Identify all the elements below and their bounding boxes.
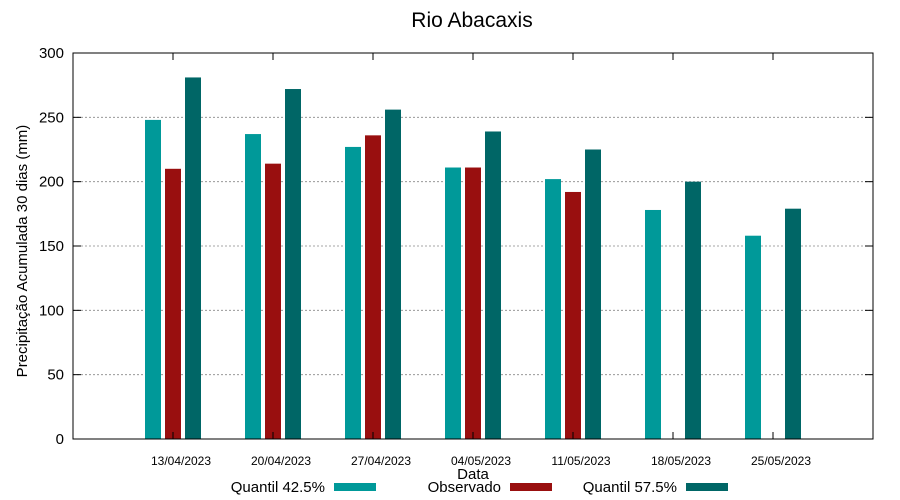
bar-quantil-57-5-4 — [585, 149, 601, 439]
bar-quantil-57-5-3 — [485, 131, 501, 439]
bar-observado-4 — [565, 191, 581, 439]
bars — [145, 77, 801, 440]
bar-quantil-42-5-3 — [445, 167, 461, 439]
bar-observado-1 — [265, 163, 281, 440]
bar-quantil-57-5-6 — [785, 208, 801, 439]
bar-quantil-42-5-4 — [545, 179, 561, 440]
bar-observado-0 — [165, 168, 181, 440]
legend-swatch — [334, 483, 376, 491]
legend-label: Quantil 42.5% — [231, 479, 325, 496]
chart-title: Rio Abacaxis — [411, 9, 532, 32]
bar-quantil-57-5-0 — [185, 77, 201, 440]
x-tick-label: 25/05/2023 — [751, 454, 811, 468]
y-tick-label: 300 — [39, 45, 64, 62]
bar-quantil-42-5-5 — [645, 209, 661, 439]
bar-quantil-42-5-2 — [345, 146, 361, 439]
y-tick-label: 50 — [47, 367, 64, 384]
bar-observado-3 — [465, 167, 481, 439]
legend: Quantil 42.5% Observado Quantil 57.5% — [231, 479, 728, 496]
y-tick-label: 100 — [39, 302, 64, 319]
x-tick-label: 11/05/2023 — [551, 454, 610, 468]
axis-ticks: 0 50 100 150 200 250 300 13/04/2023 20/04/2023 27… — [39, 45, 873, 468]
legend-swatch — [686, 483, 728, 491]
bar-quantil-57-5-2 — [385, 109, 401, 439]
legend-label: Observado — [428, 479, 501, 496]
bar-observado-2 — [365, 135, 381, 439]
bar-quantil-42-5-0 — [145, 119, 161, 439]
x-tick-label: 20/04/2023 — [251, 454, 311, 468]
x-tick-label: 13/04/2023 — [151, 454, 211, 468]
bar-quantil-57-5-1 — [285, 89, 301, 439]
y-axis-label: Precipitação Acumulada 30 dias (mm) — [14, 125, 31, 378]
x-tick-label: 04/05/2023 — [451, 454, 511, 468]
y-tick-label: 200 — [39, 174, 64, 191]
y-tick-label: 0 — [56, 431, 64, 448]
legend-label: Quantil 57.5% — [583, 479, 677, 496]
bar-quantil-57-5-5 — [685, 181, 701, 439]
legend-swatch — [510, 483, 552, 491]
bar-quantil-42-5-1 — [245, 134, 261, 439]
x-tick-label: 27/04/2023 — [351, 454, 411, 468]
x-tick-label: 18/05/2023 — [651, 454, 711, 468]
bar-quantil-42-5-6 — [745, 235, 761, 439]
y-tick-label: 250 — [39, 109, 64, 126]
y-tick-label: 150 — [39, 238, 64, 255]
x-axis-label: Data — [457, 466, 489, 483]
